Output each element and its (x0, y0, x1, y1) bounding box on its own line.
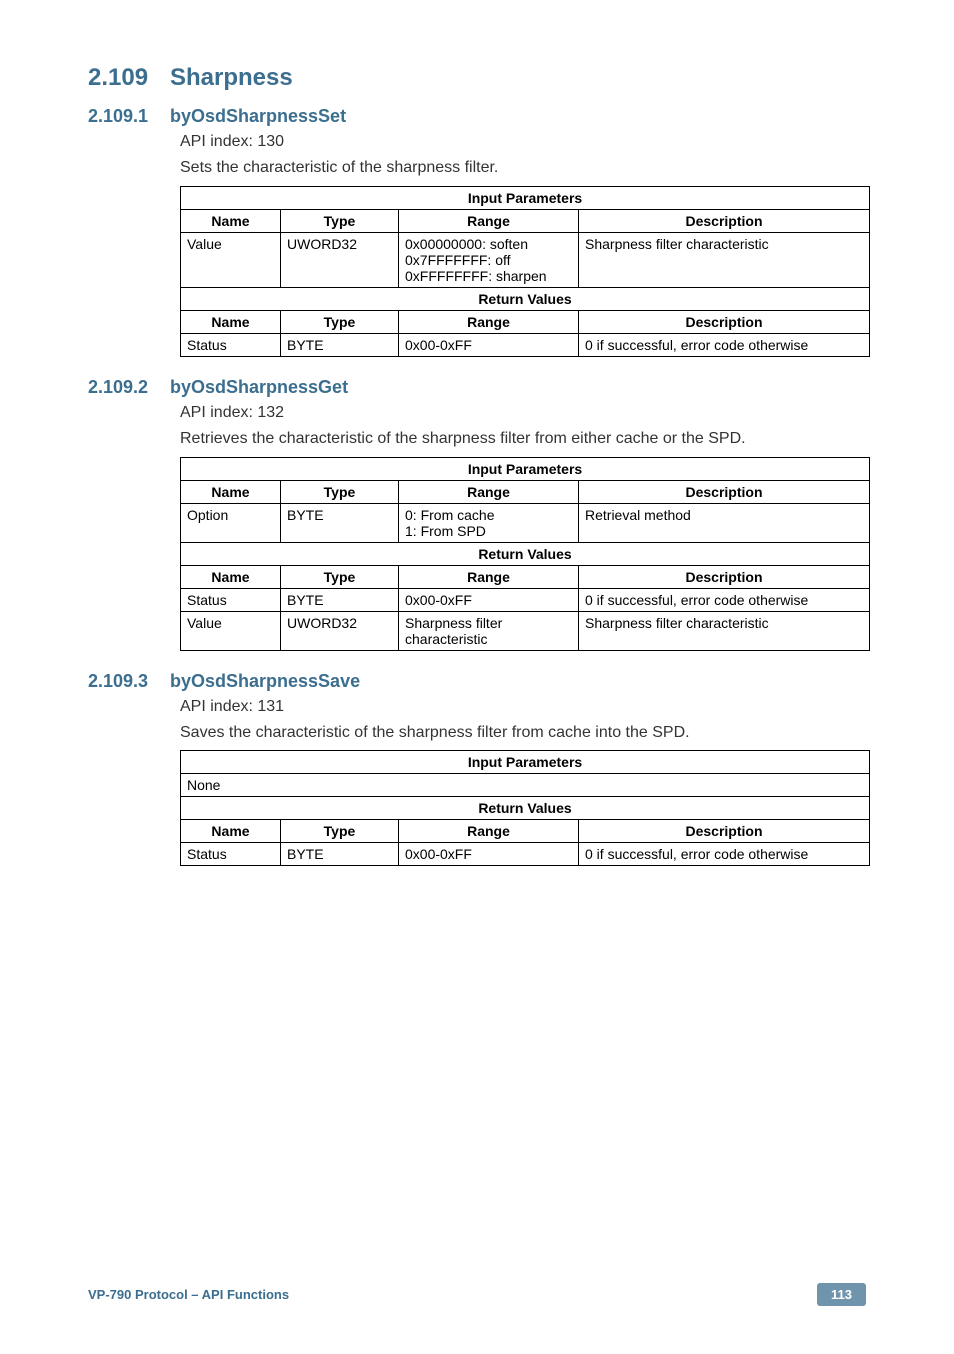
table-row: Value UWORD32 0x00000000: soften 0x7FFFF… (181, 232, 870, 287)
cell-type: UWORD32 (281, 232, 399, 287)
subsection-number: 2.109.1 (88, 106, 170, 127)
col-type-header: Type (281, 209, 399, 232)
table-section-header: Return Values (181, 287, 870, 310)
cell-range: 0: From cache 1: From SPD (399, 503, 579, 542)
cell-range: 0x00-0xFF (399, 843, 579, 866)
cell-range: 0x00-0xFF (399, 333, 579, 356)
col-name-header: Name (181, 565, 281, 588)
section-number: 2.109 (88, 64, 170, 92)
table-section-header: Input Parameters (181, 457, 870, 480)
params-table: Input Parameters Name Type Range Descrip… (180, 457, 870, 651)
table-row: Status BYTE 0x00-0xFF 0 if successful, e… (181, 843, 870, 866)
col-type-header: Type (281, 820, 399, 843)
col-desc-header: Description (579, 820, 870, 843)
input-params-header: Input Parameters (181, 751, 870, 774)
col-name-header: Name (181, 480, 281, 503)
col-desc-header: Description (579, 480, 870, 503)
api-index-label: API index: 130 (180, 131, 866, 153)
params-table: Input Parameters None Return Values Name… (180, 750, 870, 866)
input-params-header: Input Parameters (181, 457, 870, 480)
input-params-header: Input Parameters (181, 186, 870, 209)
footer-page-number: 113 (817, 1283, 866, 1306)
footer-left-text: VP-790 Protocol – API Functions (88, 1287, 289, 1302)
return-values-header: Return Values (181, 287, 870, 310)
col-type-header: Type (281, 310, 399, 333)
col-desc-header: Description (579, 209, 870, 232)
subsection-heading: 2.109.2byOsdSharpnessGet (88, 377, 866, 398)
table-column-header-row: Name Type Range Description (181, 480, 870, 503)
page-container: 2.109Sharpness 2.109.1byOsdSharpnessSet … (0, 0, 954, 1354)
cell-desc: 0 if successful, error code otherwise (579, 843, 870, 866)
table-section-header: Input Parameters (181, 186, 870, 209)
section-heading: 2.109Sharpness (88, 64, 866, 92)
subsection-heading: 2.109.1byOsdSharpnessSet (88, 106, 866, 127)
api-index-label: API index: 131 (180, 696, 866, 718)
cell-range: 0x00-0xFF (399, 588, 579, 611)
cell-name: Status (181, 333, 281, 356)
table-column-header-row: Name Type Range Description (181, 209, 870, 232)
col-range-header: Range (399, 480, 579, 503)
page-footer: VP-790 Protocol – API Functions 113 (88, 1283, 866, 1306)
col-range-header: Range (399, 565, 579, 588)
col-name-header: Name (181, 310, 281, 333)
table-row: Status BYTE 0x00-0xFF 0 if successful, e… (181, 333, 870, 356)
section-title: Sharpness (170, 64, 293, 91)
params-table: Input Parameters Name Type Range Descrip… (180, 186, 870, 357)
cell-type: BYTE (281, 843, 399, 866)
cell-desc: Retrieval method (579, 503, 870, 542)
cell-type: BYTE (281, 333, 399, 356)
cell-name: Value (181, 232, 281, 287)
table-row: Value UWORD32 Sharpness filter character… (181, 611, 870, 650)
none-cell: None (181, 774, 870, 797)
subsection-title: byOsdSharpnessGet (170, 377, 348, 397)
subsection-number: 2.109.3 (88, 671, 170, 692)
subsection-block: 2.109.3byOsdSharpnessSave API index: 131… (88, 671, 866, 867)
return-values-header: Return Values (181, 797, 870, 820)
cell-desc: 0 if successful, error code otherwise (579, 333, 870, 356)
subsection-block: 2.109.2byOsdSharpnessGet API index: 132 … (88, 377, 866, 651)
cell-desc: Sharpness filter characteristic (579, 611, 870, 650)
table-section-header: Input Parameters (181, 751, 870, 774)
return-values-header: Return Values (181, 542, 870, 565)
col-type-header: Type (281, 565, 399, 588)
api-index-label: API index: 132 (180, 402, 866, 424)
cell-range: Sharpness filter characteristic (399, 611, 579, 650)
table-section-header: Return Values (181, 797, 870, 820)
cell-type: BYTE (281, 503, 399, 542)
col-range-header: Range (399, 820, 579, 843)
cell-name: Value (181, 611, 281, 650)
subsection-title: byOsdSharpnessSave (170, 671, 360, 691)
table-column-header-row: Name Type Range Description (181, 820, 870, 843)
col-type-header: Type (281, 480, 399, 503)
subsection-title: byOsdSharpnessSet (170, 106, 346, 126)
subsection-description: Saves the characteristic of the sharpnes… (180, 722, 866, 744)
cell-range: 0x00000000: soften 0x7FFFFFFF: off 0xFFF… (399, 232, 579, 287)
table-row: Option BYTE 0: From cache 1: From SPD Re… (181, 503, 870, 542)
table-section-header: Return Values (181, 542, 870, 565)
col-range-header: Range (399, 209, 579, 232)
col-desc-header: Description (579, 310, 870, 333)
subsection-block: 2.109.1byOsdSharpnessSet API index: 130 … (88, 106, 866, 357)
subsection-heading: 2.109.3byOsdSharpnessSave (88, 671, 866, 692)
cell-type: BYTE (281, 588, 399, 611)
table-row-none: None (181, 774, 870, 797)
col-range-header: Range (399, 310, 579, 333)
cell-desc: Sharpness filter characteristic (579, 232, 870, 287)
col-name-header: Name (181, 820, 281, 843)
subsection-number: 2.109.2 (88, 377, 170, 398)
table-column-header-row: Name Type Range Description (181, 310, 870, 333)
col-name-header: Name (181, 209, 281, 232)
subsection-description: Sets the characteristic of the sharpness… (180, 157, 866, 179)
cell-name: Option (181, 503, 281, 542)
table-column-header-row: Name Type Range Description (181, 565, 870, 588)
cell-name: Status (181, 843, 281, 866)
col-desc-header: Description (579, 565, 870, 588)
table-row: Status BYTE 0x00-0xFF 0 if successful, e… (181, 588, 870, 611)
subsection-description: Retrieves the characteristic of the shar… (180, 428, 866, 450)
cell-name: Status (181, 588, 281, 611)
cell-desc: 0 if successful, error code otherwise (579, 588, 870, 611)
cell-type: UWORD32 (281, 611, 399, 650)
